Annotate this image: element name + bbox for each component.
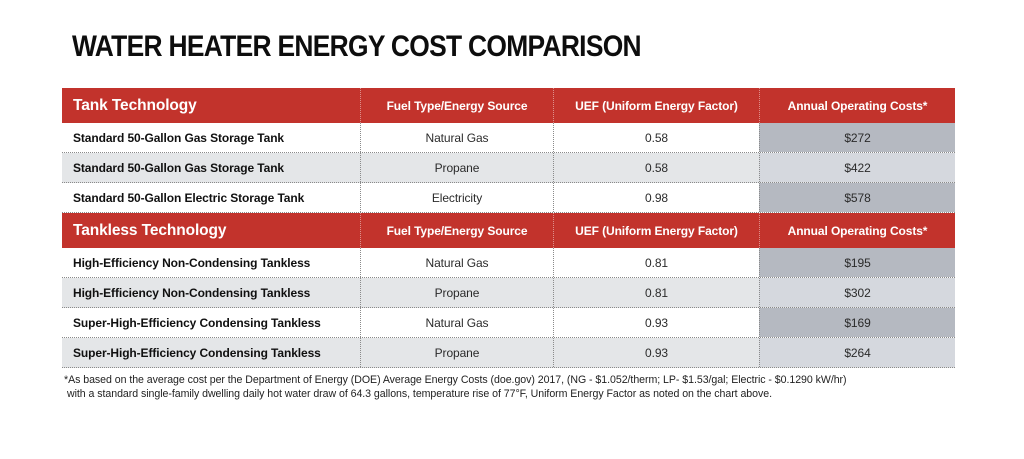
uef-cell: 0.81 xyxy=(553,248,759,277)
fuel-cell: Propane xyxy=(360,153,553,182)
cost-cell: $169 xyxy=(759,308,955,337)
technology-cell: Super-High-Efficiency Condensing Tankles… xyxy=(73,345,321,360)
table-row: High-Efficiency Non-Condensing Tankless … xyxy=(62,248,955,278)
technology-cell: High-Efficiency Non-Condensing Tankless xyxy=(73,285,311,300)
uef-cell: 0.81 xyxy=(553,278,759,307)
column-header-annual-cost: Annual Operating Costs* xyxy=(759,88,955,123)
cost-cell: $195 xyxy=(759,248,955,277)
column-header-uef: UEF (Uniform Energy Factor) xyxy=(553,213,759,248)
uef-cell: 0.58 xyxy=(553,123,759,152)
tank-section-header-row: Tank Technology Fuel Type/Energy Source … xyxy=(62,88,955,123)
column-header-fuel-type: Fuel Type/Energy Source xyxy=(360,88,553,123)
tankless-section-header-row: Tankless Technology Fuel Type/Energy Sou… xyxy=(62,213,955,248)
cost-cell: $578 xyxy=(759,183,955,212)
fuel-cell: Propane xyxy=(360,338,553,367)
fuel-cell: Propane xyxy=(360,278,553,307)
page-title: WATER HEATER ENERGY COST COMPARISON xyxy=(72,30,642,63)
table-row: Super-High-Efficiency Condensing Tankles… xyxy=(62,338,955,368)
tank-section-title: Tank Technology xyxy=(73,96,197,114)
fuel-cell: Natural Gas xyxy=(360,308,553,337)
technology-cell: Super-High-Efficiency Condensing Tankles… xyxy=(73,315,321,330)
table-row: Super-High-Efficiency Condensing Tankles… xyxy=(62,308,955,338)
technology-cell: Standard 50-Gallon Electric Storage Tank xyxy=(73,190,305,205)
table-row: Standard 50-Gallon Gas Storage Tank Prop… xyxy=(62,153,955,183)
cost-cell: $422 xyxy=(759,153,955,182)
table-row: Standard 50-Gallon Electric Storage Tank… xyxy=(62,183,955,213)
tankless-section-title: Tankless Technology xyxy=(73,221,227,239)
energy-cost-comparison-table: Tank Technology Fuel Type/Energy Source … xyxy=(62,88,955,368)
column-header-uef: UEF (Uniform Energy Factor) xyxy=(553,88,759,123)
footnote-line-2: with a standard single-family dwelling d… xyxy=(67,388,772,400)
fuel-cell: Natural Gas xyxy=(360,248,553,277)
table-row: Standard 50-Gallon Gas Storage Tank Natu… xyxy=(62,123,955,153)
technology-cell: High-Efficiency Non-Condensing Tankless xyxy=(73,255,311,270)
column-header-annual-cost: Annual Operating Costs* xyxy=(759,213,955,248)
table-row: High-Efficiency Non-Condensing Tankless … xyxy=(62,278,955,308)
technology-cell: Standard 50-Gallon Gas Storage Tank xyxy=(73,130,285,145)
cost-cell: $302 xyxy=(759,278,955,307)
footnote: *As based on the average cost per the De… xyxy=(64,373,847,401)
footnote-line-1: *As based on the average cost per the De… xyxy=(64,374,847,386)
fuel-cell: Electricity xyxy=(360,183,553,212)
cost-cell: $272 xyxy=(759,123,955,152)
cost-cell: $264 xyxy=(759,338,955,367)
uef-cell: 0.93 xyxy=(553,338,759,367)
uef-cell: 0.98 xyxy=(553,183,759,212)
uef-cell: 0.58 xyxy=(553,153,759,182)
fuel-cell: Natural Gas xyxy=(360,123,553,152)
column-header-fuel-type: Fuel Type/Energy Source xyxy=(360,213,553,248)
technology-cell: Standard 50-Gallon Gas Storage Tank xyxy=(73,160,285,175)
uef-cell: 0.93 xyxy=(553,308,759,337)
